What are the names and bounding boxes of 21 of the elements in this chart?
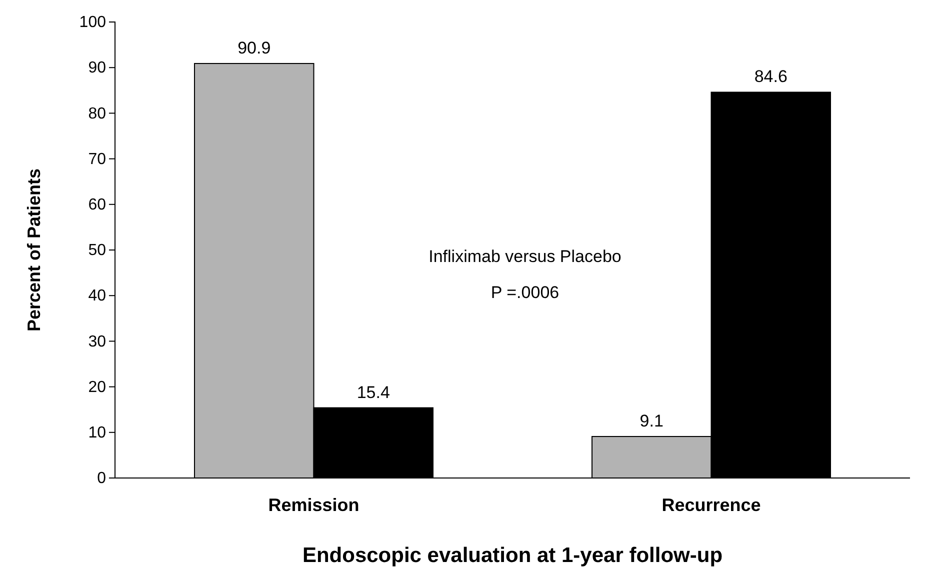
y-tick-label: 0 [97,470,106,488]
data-label: 84.6 [754,67,788,86]
y-tick-label: 10 [88,424,106,442]
y-tick-label: 90 [88,60,106,77]
y-tick-label: 60 [88,196,106,214]
x-axis-title: Endoscopic evaluation at 1-year follow-up [302,544,723,567]
annotation: Infliximab versus Placebo [428,247,622,266]
y-tick-label: 70 [88,150,106,168]
y-tick-label: 50 [88,242,106,260]
data-label: 15.4 [356,382,390,402]
y-tick-label: 20 [88,378,106,396]
annotation: P =.0006 [490,283,560,302]
x-tick-label: Remission [268,494,360,515]
y-tick-label: 80 [88,105,106,122]
y-axis-title: Percent of Patients [24,168,44,332]
y-tick-label: 40 [88,288,106,305]
data-label: 90.9 [238,38,271,58]
data-label: 9.1 [640,412,664,431]
x-tick-label: Recurrence [662,494,761,515]
y-tick-label: 30 [88,333,106,350]
y-tick-label: 100 [79,14,106,32]
